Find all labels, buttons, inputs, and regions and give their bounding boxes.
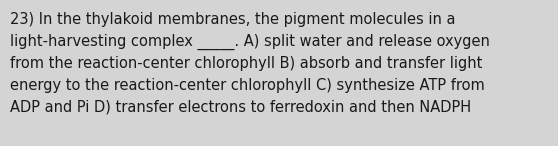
Text: 23) In the thylakoid membranes, the pigment molecules in a: 23) In the thylakoid membranes, the pigm… <box>10 12 455 27</box>
Text: light-harvesting complex _____. A) split water and release oxygen: light-harvesting complex _____. A) split… <box>10 34 490 50</box>
Text: from the reaction-center chlorophyll B) absorb and transfer light: from the reaction-center chlorophyll B) … <box>10 56 482 71</box>
Text: ADP and Pi D) transfer electrons to ferredoxin and then NADPH: ADP and Pi D) transfer electrons to ferr… <box>10 100 471 115</box>
Text: energy to the reaction-center chlorophyll C) synthesize ATP from: energy to the reaction-center chlorophyl… <box>10 78 485 93</box>
